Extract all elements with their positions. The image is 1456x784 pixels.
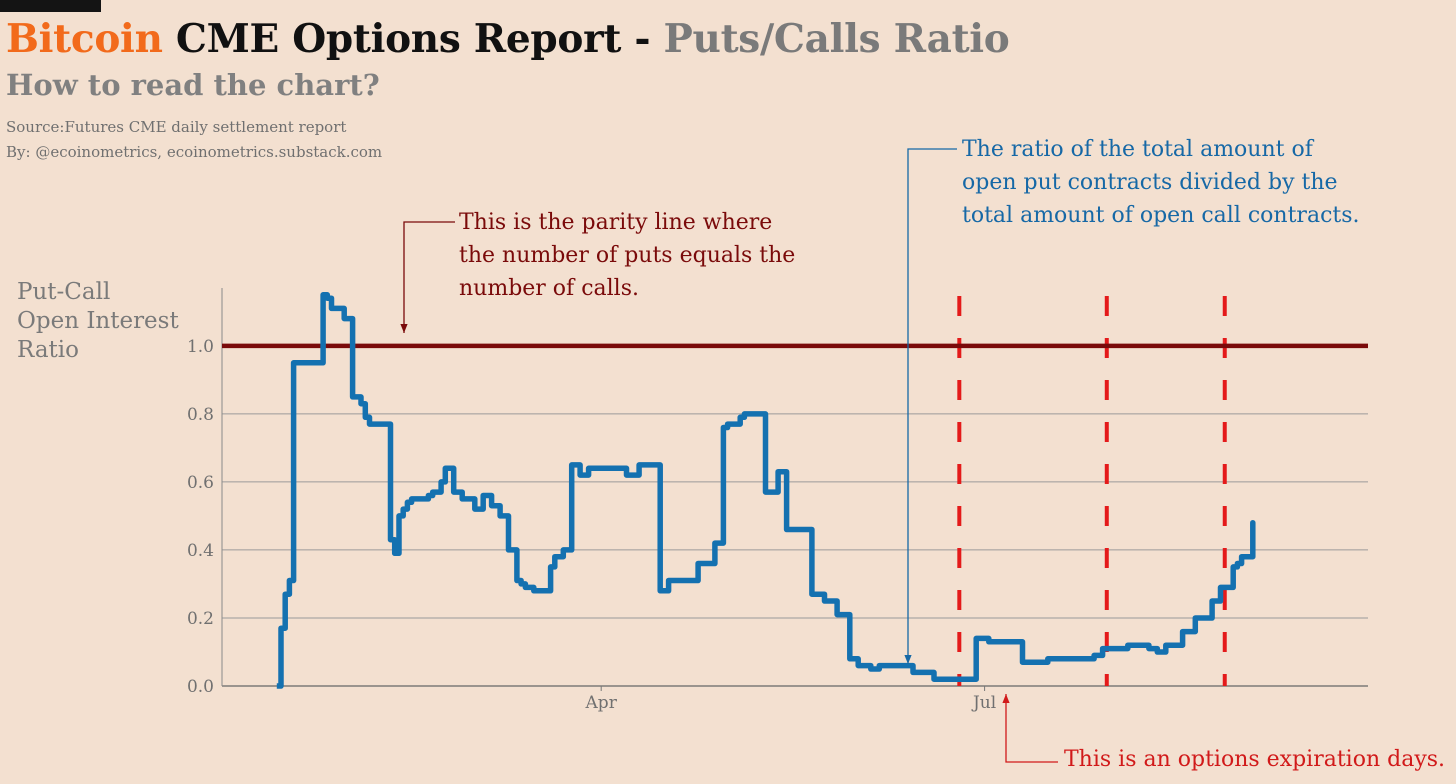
y-axis-label-line: Put-Call	[17, 279, 111, 305]
expiration-annotation: This is an options expiration days.	[1064, 747, 1446, 772]
chart-title: Bitcoin CME Options Report - Puts/Calls …	[6, 16, 1010, 62]
y-tick-label: 0.8	[187, 405, 214, 425]
title-ratio: Puts/Calls Ratio	[663, 16, 1010, 62]
source-line: Source:Futures CME daily settlement repo…	[6, 118, 347, 136]
annotation-line: This is the parity line where	[459, 210, 773, 235]
author-line: By: @ecoinometrics, ecoinometrics.substa…	[6, 143, 383, 161]
y-tick-label: 0.0	[187, 677, 214, 697]
ratio-annotation-arrow	[904, 148, 957, 664]
y-tick-label: 0.6	[187, 473, 214, 493]
parity-annotation-arrow	[400, 221, 455, 333]
annotation-line: number of calls.	[459, 276, 639, 301]
expiration-annotation-arrow	[1002, 694, 1058, 763]
chart-subtitle: How to read the chart?	[6, 68, 380, 102]
y-tick-label: 1.0	[187, 337, 214, 357]
y-tick-label: 0.2	[187, 609, 214, 629]
y-axis-label: Put-Call Open Interest Ratio	[17, 278, 179, 365]
annotation-line: The ratio of the total amount of	[962, 137, 1313, 162]
y-axis-label-line: Open Interest	[17, 308, 179, 334]
ratio-annotation: The ratio of the total amount of open pu…	[962, 133, 1360, 232]
annotation-line: total amount of open call contracts.	[962, 203, 1360, 228]
y-axis-label-line: Ratio	[17, 337, 80, 363]
x-tick-label: Jul	[971, 693, 996, 713]
corner-block	[0, 0, 101, 12]
annotation-line: the number of puts equals the	[459, 243, 796, 268]
series-line	[276, 292, 1256, 689]
title-bitcoin: Bitcoin	[6, 16, 163, 62]
parity-annotation: This is the parity line where the number…	[459, 206, 795, 305]
x-tick-label: Apr	[585, 693, 618, 713]
title-report: CME Options Report -	[175, 16, 651, 62]
annotation-line: open put contracts divided by the	[962, 170, 1338, 195]
y-tick-label: 0.4	[187, 541, 214, 561]
